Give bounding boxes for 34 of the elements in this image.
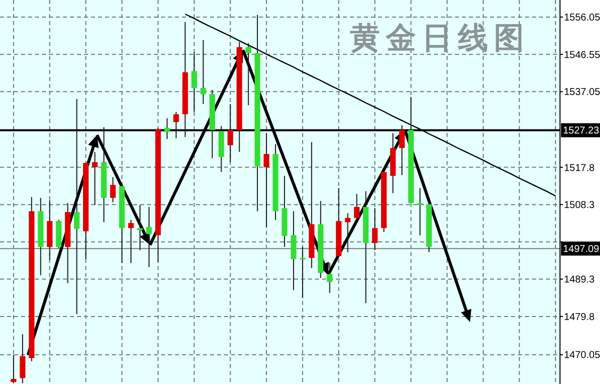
candlestick (372, 208, 378, 251)
candlestick (146, 206, 152, 268)
candlestick (290, 210, 296, 291)
candlestick (137, 204, 143, 251)
candlestick (228, 104, 234, 163)
candlestick (300, 246, 306, 299)
candlestick (354, 193, 360, 220)
y-tick-label: 1489.3 (564, 274, 596, 286)
y-tick-label: 1517.8 (564, 162, 596, 174)
candlestick (128, 219, 134, 264)
y-tick-label: 1537.05 (564, 87, 600, 98)
candlestick (164, 118, 170, 140)
candlestick (74, 98, 80, 315)
candlestick (246, 42, 252, 106)
ref-line-label: 1497.09 (563, 244, 600, 256)
y-tick-label: 1556.05 (564, 12, 600, 24)
y-tick-label: 1479.8 (564, 312, 596, 323)
candlestick (200, 40, 206, 105)
candlestick (173, 111, 179, 139)
text: 黄金日线图 (350, 22, 530, 55)
y-tick-label: 1508.3 (564, 200, 596, 212)
candlestick (20, 334, 26, 384)
candlestick (110, 176, 116, 203)
candlestick (326, 262, 332, 294)
y-tick-label: 1470.05 (564, 350, 600, 362)
candlestick (264, 132, 270, 228)
candlestick (399, 124, 405, 176)
candlestick (10, 354, 16, 384)
candlestick (344, 212, 351, 253)
y-tick-label: 1546.55 (564, 50, 600, 61)
candlestick (417, 188, 423, 236)
candlestick (191, 52, 197, 112)
candlestick (92, 151, 98, 206)
ref-line-label: 1527.23 (563, 126, 600, 137)
